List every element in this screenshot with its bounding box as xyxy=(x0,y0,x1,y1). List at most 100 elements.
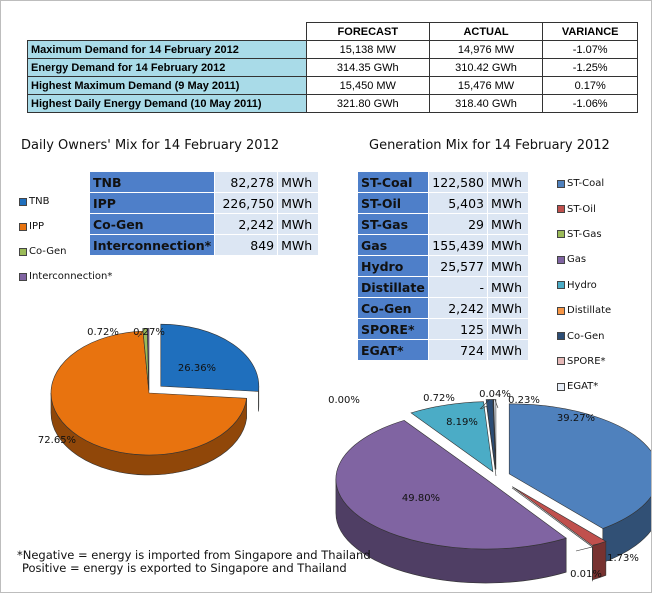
owner-value: 849 xyxy=(214,234,279,256)
pie-leader-line xyxy=(137,328,146,338)
legend-label: ST-Gas xyxy=(567,228,602,240)
generation-name: ST-Oil xyxy=(357,192,429,214)
legend-label: ST-Coal xyxy=(567,178,605,190)
summary-row: Highest Maximum Demand (9 May 2011) 15,4… xyxy=(27,76,638,95)
owner-value: 2,242 xyxy=(214,213,279,235)
owner-unit: MWh xyxy=(277,171,320,193)
interconnection-footnote: *Negative = energy is imported from Sing… xyxy=(17,549,371,575)
generation-mix-row: ST-Gas 29 MWh xyxy=(357,213,529,235)
pie-slice-label: 0.72% xyxy=(87,327,119,338)
summary-forecast: 314.35 GWh xyxy=(305,58,430,77)
legend-item: Gas xyxy=(557,247,611,272)
pie-slice-label: 0.27% xyxy=(133,327,165,338)
demand-summary-table: FORECAST ACTUAL VARIANCE Maximum Demand … xyxy=(27,22,638,113)
pie-slice-label: 1.73% xyxy=(607,553,639,564)
pie-leader-line xyxy=(494,399,499,409)
pie-slice-label: 72.65% xyxy=(38,435,76,446)
pie-slice xyxy=(50,330,247,456)
legend-swatch xyxy=(19,272,27,281)
summary-row-label: Highest Daily Energy Demand (10 May 2011… xyxy=(27,94,307,113)
summary-variance: -1.07% xyxy=(542,40,638,59)
pie-leader-line xyxy=(592,543,600,546)
pie-slice-label: 8.19% xyxy=(446,417,478,428)
summary-actual: 14,976 MW xyxy=(428,40,544,59)
pie-slice-label: 0.04% xyxy=(479,389,511,400)
legend-label: Hydro xyxy=(567,279,597,291)
owner-name: Interconnection* xyxy=(88,234,216,256)
generation-unit: MWh xyxy=(487,276,529,298)
legend-item: Distillate xyxy=(557,298,611,323)
generation-mix-row: Distillate - MWh xyxy=(357,276,529,298)
generation-mix-title: Generation Mix for 14 February 2012 xyxy=(369,138,610,153)
generation-mix-row: SPORE* 125 MWh xyxy=(357,318,529,340)
legend-swatch xyxy=(557,281,565,290)
generation-value: 125 xyxy=(428,318,488,340)
generation-mix-row: EGAT* 724 MWh xyxy=(357,339,529,361)
owner-unit: MWh xyxy=(277,234,320,256)
generation-mix-legend: ST-Coal ST-Oil ST-Gas Gas Hydro Distillate Co-… xyxy=(557,171,611,400)
generation-name: Co-Gen xyxy=(357,297,429,319)
generation-unit: MWh xyxy=(487,255,529,277)
legend-item: IPP xyxy=(19,214,112,239)
summary-variance: -1.06% xyxy=(542,94,638,113)
variance-header: VARIANCE xyxy=(542,22,638,41)
actual-header: ACTUAL xyxy=(428,22,544,41)
owner-name: Co-Gen xyxy=(88,213,216,235)
legend-swatch xyxy=(557,230,565,239)
pie-slice-label: 0.00% xyxy=(328,395,360,406)
owners-mix-pie: 26.36% 72.65% 0.72% 0.27% xyxy=(38,323,260,476)
generation-value: 29 xyxy=(428,213,488,235)
legend-swatch xyxy=(557,255,565,264)
generation-mix-row: Co-Gen 2,242 MWh xyxy=(357,297,529,319)
legend-item: ST-Coal xyxy=(557,171,611,196)
generation-unit: MWh xyxy=(487,318,529,340)
generation-value: 122,580 xyxy=(428,171,488,193)
generation-mix-row: ST-Oil 5,403 MWh xyxy=(357,192,529,214)
owners-mix-legend: TNB IPP Co-Gen Interconnection* xyxy=(19,189,112,289)
legend-label: Distillate xyxy=(567,305,612,317)
legend-label: SPORE* xyxy=(567,355,606,367)
owner-name: IPP xyxy=(88,192,216,214)
legend-item: Hydro xyxy=(557,273,611,298)
pie-slice xyxy=(512,486,607,547)
owner-name: TNB xyxy=(88,171,216,193)
summary-forecast: 321.80 GWh xyxy=(305,94,430,113)
owner-unit: MWh xyxy=(277,192,320,214)
generation-unit: MWh xyxy=(487,234,529,256)
legend-label: ST-Oil xyxy=(567,203,596,215)
legend-swatch xyxy=(557,332,565,341)
owners-mix-table: TNB 82,278 MWh IPP 226,750 MWh Co-Gen 2,… xyxy=(88,171,320,256)
legend-label: Co-Gen xyxy=(567,330,605,342)
legend-item: Co-Gen xyxy=(557,323,611,348)
generation-name: ST-Coal xyxy=(357,171,429,193)
generation-name: Gas xyxy=(357,234,429,256)
legend-label: TNB xyxy=(29,196,50,207)
legend-label: Interconnection* xyxy=(29,271,113,282)
legend-label: Gas xyxy=(567,254,587,266)
legend-item: ST-Gas xyxy=(557,222,611,247)
owners-mix-row: Interconnection* 849 MWh xyxy=(88,234,320,256)
legend-swatch xyxy=(557,357,565,366)
generation-unit: MWh xyxy=(487,297,529,319)
summary-actual: 318.40 GWh xyxy=(428,94,544,113)
generation-unit: MWh xyxy=(487,339,529,361)
pie-slice xyxy=(410,401,494,473)
pie-slice xyxy=(146,328,150,391)
summary-row: Highest Daily Energy Demand (10 May 2011… xyxy=(27,94,638,113)
pie-slice xyxy=(160,323,260,392)
summary-variance: -1.25% xyxy=(542,58,638,77)
legend-swatch xyxy=(19,222,27,231)
generation-mix-table: ST-Coal 122,580 MWh ST-Oil 5,403 MWh ST-… xyxy=(357,171,529,361)
generation-name: Hydro xyxy=(357,255,429,277)
legend-item: EGAT* xyxy=(557,374,611,399)
generation-value: 2,242 xyxy=(428,297,488,319)
pie-leader-line xyxy=(575,546,593,552)
generation-mix-pie: 39.27% 1.73% 0.01% 49.80% 8.19% 0.00% 0.72% 0.0… xyxy=(328,389,651,584)
summary-forecast: 15,450 MW xyxy=(305,76,430,95)
pie-slice-label: 0.01% xyxy=(570,569,602,580)
legend-item: TNB xyxy=(19,189,112,214)
legend-item: Co-Gen xyxy=(19,239,112,264)
pie-slice-label: 39.27% xyxy=(557,413,595,424)
legend-swatch xyxy=(19,197,27,206)
pie-slice-label: 0.72% xyxy=(423,393,455,404)
